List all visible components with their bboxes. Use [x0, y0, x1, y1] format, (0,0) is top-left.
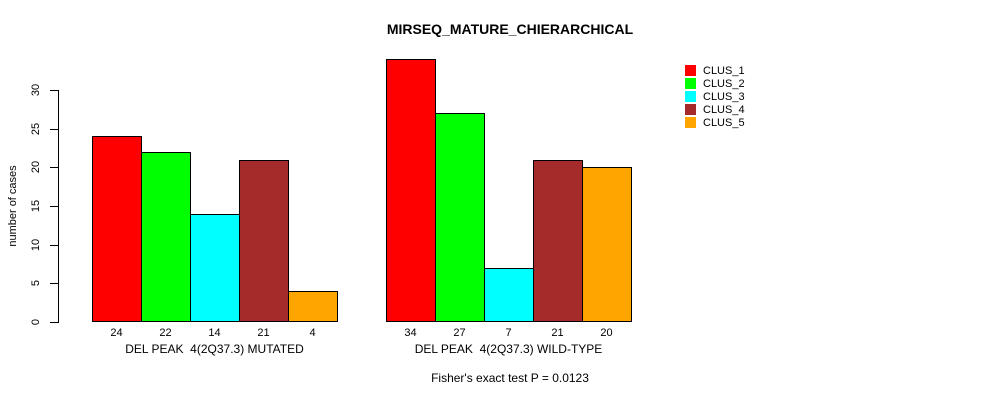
legend-swatch	[685, 104, 696, 115]
bar-value-label: 20	[600, 327, 613, 339]
bar-value-label: 24	[110, 327, 123, 339]
legend-label: CLUS_2	[703, 77, 745, 90]
bar-value-label: 7	[505, 327, 512, 339]
legend-item: CLUS_5	[685, 116, 745, 129]
group-label: DEL PEAK 4(2Q37.3) WILD-TYPE	[414, 342, 603, 356]
y-tick-label: 20	[30, 161, 42, 174]
legend-swatch	[685, 78, 696, 89]
bar	[141, 151, 191, 322]
footnote: Fisher's exact test P = 0.0123	[431, 371, 589, 385]
legend-swatch	[685, 117, 696, 128]
bar	[239, 159, 289, 322]
bar-value-label: 14	[208, 327, 221, 339]
bar-value-label: 27	[453, 327, 466, 339]
legend-label: CLUS_5	[703, 116, 745, 129]
bar-value-label: 21	[551, 327, 564, 339]
y-tick-label: 25	[30, 122, 42, 135]
y-tick	[50, 167, 58, 169]
legend-item: CLUS_2	[685, 77, 745, 90]
legend-swatch	[685, 65, 696, 76]
y-tick-label: 0	[30, 318, 42, 326]
y-tick	[50, 283, 58, 285]
legend-item: CLUS_3	[685, 90, 745, 103]
legend-label: CLUS_3	[703, 90, 745, 103]
chart-title: MIRSEQ_MATURE_CHIERARCHICAL	[386, 21, 634, 37]
group-label: DEL PEAK 4(2Q37.3) MUTATED	[125, 342, 304, 356]
legend-item: CLUS_4	[685, 103, 745, 116]
bar	[386, 59, 436, 322]
y-axis-label: number of cases	[7, 165, 19, 247]
bar-value-label: 21	[257, 327, 270, 339]
legend-item: CLUS_1	[685, 64, 745, 77]
bar	[92, 136, 142, 322]
y-tick-label: 30	[30, 83, 42, 97]
y-tick	[50, 206, 58, 207]
bar	[190, 213, 240, 322]
y-axis-line	[58, 90, 59, 323]
y-tick	[50, 128, 58, 130]
bar	[288, 291, 338, 322]
bar-value-label: 4	[309, 327, 316, 339]
y-tick	[50, 322, 58, 323]
bar	[582, 167, 632, 322]
bar	[533, 159, 583, 322]
legend-label: CLUS_4	[703, 103, 745, 116]
bar-value-label: 22	[159, 327, 172, 339]
y-tick-label: 10	[30, 238, 42, 251]
y-tick-label: 15	[30, 199, 42, 213]
bar-value-label: 34	[404, 327, 417, 339]
legend-swatch	[685, 91, 696, 102]
bar	[435, 113, 485, 322]
y-tick-label: 5	[30, 280, 42, 287]
y-tick	[50, 244, 58, 246]
bar	[484, 267, 534, 322]
legend-label: CLUS_1	[703, 64, 745, 77]
y-tick	[50, 90, 58, 91]
